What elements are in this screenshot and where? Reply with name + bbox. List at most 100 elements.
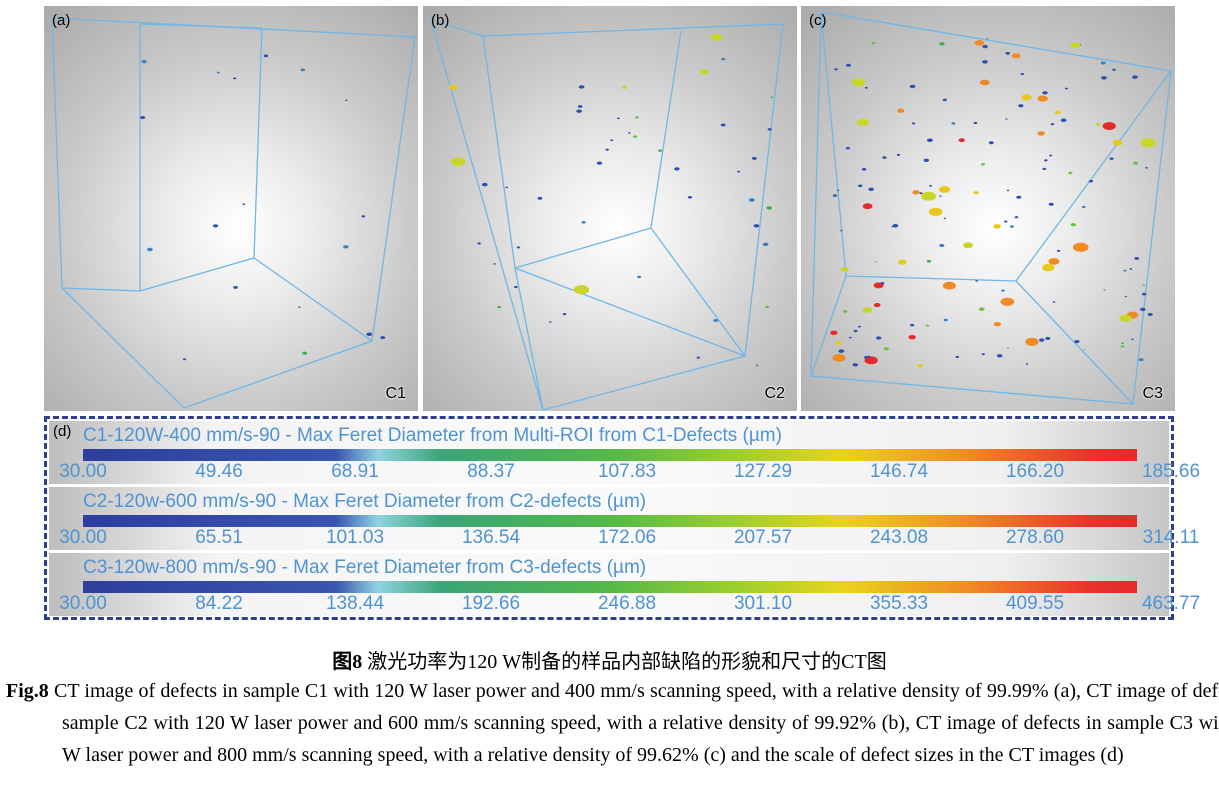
defect-mark — [832, 194, 837, 197]
defect-mark — [993, 322, 1001, 327]
defect-mark — [1049, 154, 1053, 157]
defect-mark — [911, 122, 916, 125]
defect-mark — [939, 243, 945, 248]
defect-mark — [857, 118, 870, 126]
ct-panel-b: (b) C2 — [423, 6, 797, 411]
defect-mark — [1020, 72, 1025, 76]
tick-label: 172.06 — [597, 527, 657, 548]
defect-mark — [871, 41, 876, 45]
defect-mark — [857, 325, 862, 328]
defect-mark — [1042, 263, 1055, 272]
ct-panel-a: (a) C1 — [44, 6, 418, 411]
defect-mark — [1054, 111, 1060, 114]
defect-mark — [996, 354, 1003, 358]
wireframe-box — [810, 11, 1172, 405]
defect-mark — [1095, 122, 1101, 126]
defect-mark — [939, 195, 942, 197]
defect-mark — [713, 318, 719, 322]
tick-label: 463.77 — [1141, 593, 1201, 614]
defect-mark — [943, 217, 946, 220]
tick-label: 355.33 — [869, 593, 929, 614]
defect-mark — [298, 306, 301, 308]
defect-mark — [1011, 53, 1021, 59]
defect-mark — [1103, 289, 1106, 291]
tick-label: 84.22 — [195, 593, 243, 614]
defect-mark — [610, 139, 614, 142]
defect-mark — [1140, 138, 1156, 148]
defect-mark — [838, 349, 845, 353]
tick-label: 314.11 — [1142, 527, 1200, 548]
defect-mark — [1102, 122, 1116, 131]
defect-mark — [973, 191, 979, 195]
defect-mark — [982, 44, 988, 49]
tick-label: 88.37 — [467, 461, 515, 482]
defect-mark — [1064, 87, 1068, 90]
defect-mark — [923, 158, 930, 162]
defect-mark — [1016, 195, 1022, 199]
defect-mark — [1112, 68, 1116, 71]
defect-mark — [147, 247, 153, 252]
wireframe-box — [430, 19, 784, 411]
defect-mark — [1129, 268, 1133, 270]
defect-mark — [721, 57, 726, 61]
defect-mark — [578, 85, 585, 89]
defect-mark — [845, 146, 850, 150]
tick-label: 246.88 — [597, 593, 657, 614]
defect-mark — [1088, 179, 1094, 183]
defect-mark — [451, 157, 466, 167]
defect-mark — [908, 334, 916, 340]
defect-mark — [897, 259, 907, 265]
defect-mark — [858, 184, 863, 188]
defect-mark — [1081, 205, 1086, 209]
defect-mark — [233, 77, 237, 80]
defect-mark — [1037, 95, 1048, 102]
defect-mark — [674, 167, 680, 171]
defect-mark — [770, 96, 774, 99]
defect-mark — [596, 161, 603, 165]
defect-mark — [505, 186, 509, 189]
defect-mark — [1070, 42, 1081, 49]
defect-mark — [835, 341, 842, 346]
tick-label: 49.46 — [195, 461, 243, 482]
defect-mark — [605, 148, 609, 151]
defect-mark — [481, 182, 488, 187]
defect-mark — [845, 63, 851, 67]
defect-mark — [1006, 347, 1010, 350]
defect-mark — [919, 192, 923, 195]
defect-mark — [926, 259, 932, 263]
defect-mark — [1005, 118, 1008, 120]
defect-mark — [699, 69, 709, 75]
tick-label: 136.54 — [461, 527, 521, 548]
defect-mark — [868, 187, 874, 191]
sample-name: C1 — [385, 385, 406, 402]
panel-label: (c) — [809, 12, 827, 29]
defect-mark — [263, 54, 269, 58]
defect-mark — [926, 138, 933, 143]
defect-mark — [696, 356, 701, 359]
defect-mark — [366, 332, 373, 336]
defect-mark — [658, 149, 663, 152]
defect-mark — [842, 310, 848, 313]
defect-mark — [866, 355, 871, 358]
defect-mark — [1112, 139, 1123, 146]
defect-mark — [874, 261, 877, 263]
defect-mark — [943, 318, 948, 322]
defect-mark — [576, 109, 582, 113]
defect-mark — [635, 116, 639, 119]
defect-mark — [380, 336, 386, 340]
tick-label: 138.44 — [325, 593, 385, 614]
defect-mark — [1039, 338, 1045, 342]
defect-mark — [549, 321, 552, 323]
defect-mark — [973, 121, 978, 125]
scale-row-c2: C2-120w-600 mm/s-90 - Max Feret Diameter… — [49, 487, 1199, 550]
ct-panel-c: (c) C3 — [801, 6, 1175, 411]
defect-mark — [1068, 171, 1073, 175]
tick-label: 146.74 — [869, 461, 929, 482]
defect-mark — [1044, 159, 1048, 162]
defect-mark — [1121, 342, 1125, 345]
defect-mark — [1001, 289, 1005, 292]
defect-mark — [577, 105, 583, 108]
defect-mark — [687, 195, 693, 199]
defect-mark — [910, 323, 915, 327]
color-bar — [83, 515, 1137, 527]
